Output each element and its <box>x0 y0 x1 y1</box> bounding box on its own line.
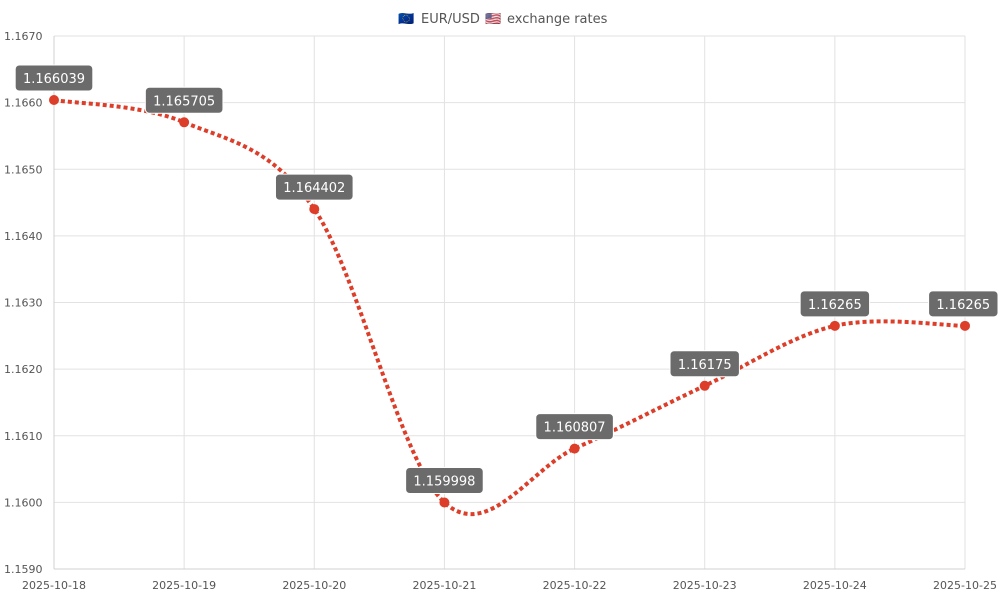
x-tick-label: 2025-10-22 <box>543 579 607 592</box>
x-tick-label: 2025-10-24 <box>803 579 867 592</box>
x-tick-label: 2025-10-23 <box>673 579 737 592</box>
data-label: 1.165705 <box>144 86 224 114</box>
data-point <box>569 443 580 454</box>
data-label: 1.16175 <box>669 350 740 378</box>
data-point <box>699 380 710 391</box>
data-label-text: 1.16265 <box>808 298 862 313</box>
data-label-box <box>669 350 740 378</box>
axes: 1.15901.16001.16101.16201.16301.16401.16… <box>4 30 997 592</box>
x-tick-label: 2025-10-18 <box>22 579 86 592</box>
data-point <box>309 204 320 215</box>
chart-title: 🇪🇺 EUR/USD 🇺🇸 exchange rates <box>398 12 608 27</box>
chart-title-suffix: exchange rates <box>507 12 608 27</box>
data-label-text: 1.16265 <box>936 298 990 313</box>
y-tick-label: 1.1640 <box>4 230 43 243</box>
data-label-box <box>14 64 94 92</box>
data-point <box>179 117 190 128</box>
data-label-box <box>405 467 484 495</box>
data-label-box <box>144 86 224 114</box>
eu-flag-icon: 🇪🇺 <box>398 12 414 27</box>
y-tick-label: 1.1670 <box>4 30 43 43</box>
data-point <box>49 95 59 106</box>
data-labels: 1.166039 1.165705 1.164402 1.159998 1.160807… <box>14 64 999 495</box>
data-label-box <box>928 290 999 318</box>
data-label-text: 1.166039 <box>23 72 85 87</box>
y-tick-label: 1.1610 <box>4 430 43 443</box>
us-flag-icon: 🇺🇸 <box>485 12 501 27</box>
data-label-text: 1.160807 <box>544 421 606 436</box>
x-tick-label: 2025-10-20 <box>282 579 346 592</box>
data-label: 1.16265 <box>928 290 999 318</box>
data-label-text: 1.159998 <box>413 475 475 490</box>
data-label-text: 1.16175 <box>678 358 732 373</box>
data-label: 1.164402 <box>274 173 354 201</box>
y-tick-label: 1.1650 <box>4 163 43 176</box>
data-label: 1.159998 <box>405 467 484 495</box>
x-tick-label: 2025-10-25 <box>933 579 997 592</box>
y-tick-label: 1.1660 <box>4 97 43 110</box>
data-label-box <box>274 173 354 201</box>
data-label-text: 1.164402 <box>283 181 345 196</box>
chart-title-main: EUR/USD <box>421 12 480 27</box>
data-point <box>829 320 840 331</box>
y-tick-label: 1.1590 <box>4 563 43 576</box>
y-tick-label: 1.1630 <box>4 297 43 310</box>
data-label-box <box>535 413 614 441</box>
data-point <box>960 320 970 331</box>
y-tick-label: 1.1600 <box>4 496 43 509</box>
data-label: 1.16265 <box>799 290 871 318</box>
x-tick-label: 2025-10-19 <box>152 579 216 592</box>
data-label-text: 1.165705 <box>153 94 215 109</box>
data-label: 1.160807 <box>535 413 614 441</box>
data-label-box <box>799 290 871 318</box>
y-tick-label: 1.1620 <box>4 363 43 376</box>
data-point <box>439 497 450 508</box>
series-line <box>53 98 966 517</box>
data-label: 1.166039 <box>14 64 94 92</box>
x-tick-label: 2025-10-21 <box>412 579 476 592</box>
series-line-group <box>53 98 966 517</box>
data-points <box>49 95 970 508</box>
